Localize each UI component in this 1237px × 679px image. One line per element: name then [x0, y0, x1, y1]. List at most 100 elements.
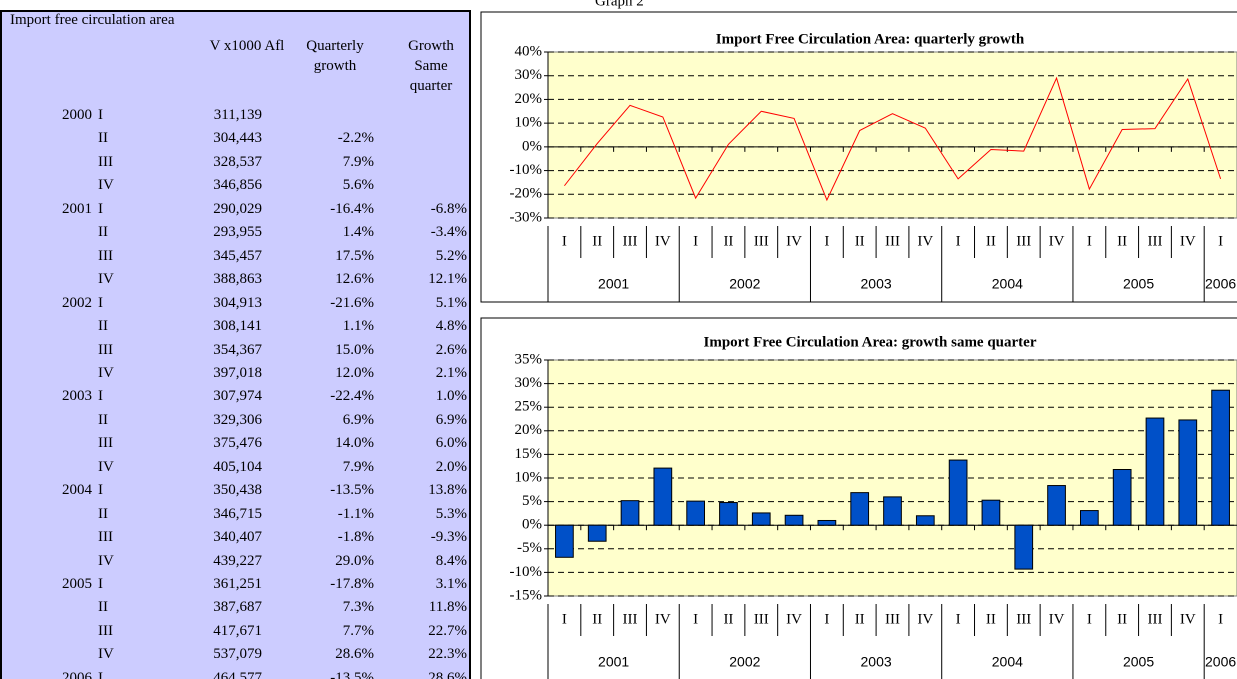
x-tick-label: III: [1147, 611, 1162, 627]
data-table: Import free circulation area V x1000 Afl…: [0, 10, 471, 679]
bar: [1211, 389, 1230, 526]
table-cell: 17.5%: [335, 247, 374, 264]
x-tick-label: III: [1016, 233, 1031, 249]
table-cell: 4.8%: [435, 318, 467, 335]
x-tick-label: III: [885, 611, 900, 627]
table-cell: 2.1%: [435, 364, 467, 381]
bar: [1014, 524, 1034, 570]
table-cell: I: [98, 388, 103, 405]
bar: [915, 515, 935, 526]
table-cell: 304,913: [213, 294, 262, 311]
table-cell: 464,577: [213, 669, 262, 679]
table-cell: I: [98, 576, 103, 592]
table-cell: 2004: [62, 482, 92, 499]
table-cell: 5.1%: [435, 294, 467, 311]
table-cell: 7.9%: [342, 458, 374, 475]
table-cell: II: [98, 318, 108, 335]
x-tick-label: IV: [917, 611, 933, 627]
table-cell: 304,443: [213, 130, 262, 147]
table-cell: II: [98, 505, 108, 522]
table-cell: 22.3%: [428, 646, 467, 663]
table-cell: -13.5%: [330, 669, 374, 679]
y-tick-label: 5%: [522, 493, 542, 509]
table-cell: 308,141: [213, 318, 262, 335]
x-tick-label: III: [754, 233, 769, 249]
bar: [817, 519, 837, 526]
y-tick-label: 25%: [515, 399, 543, 415]
table-cell: 2005: [62, 576, 92, 592]
table-cell: I: [98, 200, 103, 217]
x-tick-label: IV: [1049, 611, 1065, 627]
table-cell: 2.6%: [435, 341, 467, 358]
table-cell: -16.4%: [330, 200, 374, 217]
table-cell: -17.8%: [330, 576, 374, 592]
table-cell: 1.4%: [342, 224, 374, 241]
table-cell: 311,139: [213, 107, 262, 123]
table-cell: IV: [98, 458, 114, 475]
group-label: 2004: [992, 654, 1023, 670]
table-cell: 405,104: [213, 458, 262, 475]
y-tick-label: 30%: [515, 67, 543, 83]
table-cell: 7.7%: [342, 622, 374, 639]
table-cell: 15.0%: [335, 341, 374, 358]
table-cell: 329,306: [213, 411, 262, 428]
table-cell: IV: [98, 364, 114, 381]
table-cell: 388,863: [213, 271, 262, 288]
bar: [587, 524, 607, 542]
table-cell: -3.4%: [430, 224, 467, 241]
table-cell: III: [98, 529, 113, 546]
table-cell: IV: [98, 552, 114, 569]
x-tick-label: III: [623, 611, 638, 627]
y-tick-label: 0%: [522, 138, 542, 154]
x-tick-label: IV: [655, 611, 671, 627]
table-cell: II: [98, 224, 108, 241]
table-cell: 537,079: [213, 646, 262, 663]
bar: [1112, 469, 1132, 526]
x-tick-label: IV: [1180, 233, 1196, 249]
group-label: 2003: [861, 654, 892, 670]
table-cell: 28.6%: [428, 669, 467, 679]
table-cell: 29.0%: [335, 552, 374, 569]
x-tick-label: I: [824, 233, 829, 249]
column-header: V x1000 Afl: [209, 38, 285, 54]
x-tick-label: III: [885, 233, 900, 249]
x-tick-label: II: [986, 611, 996, 627]
table-cell: 350,438: [213, 482, 262, 499]
y-tick-label: 0%: [522, 517, 542, 533]
bar: [686, 500, 706, 526]
table-cell: 12.6%: [335, 271, 374, 288]
table-cell: 7.9%: [342, 153, 374, 170]
table-cell: 1.0%: [435, 388, 467, 405]
table-cell: 11.8%: [428, 599, 467, 616]
table-cell: 293,955: [213, 224, 262, 241]
y-tick-label: 30%: [515, 375, 543, 391]
y-tick-label: 15%: [515, 446, 543, 462]
y-tick-label: 35%: [515, 351, 543, 367]
table-cell: 346,856: [213, 177, 262, 194]
x-tick-label: I: [1087, 611, 1092, 627]
line-series: [564, 76, 1222, 202]
bar: [981, 499, 1001, 526]
x-tick-label: IV: [917, 233, 933, 249]
x-tick-label: II: [723, 611, 733, 627]
table-cell: 2006: [62, 669, 92, 679]
table-cell: 8.4%: [435, 552, 467, 569]
table-cell: 6.0%: [435, 435, 467, 452]
x-tick-label: III: [623, 233, 638, 249]
table-cell: II: [98, 130, 108, 147]
x-tick-label: I: [562, 233, 567, 249]
bar: [620, 500, 640, 526]
table-cell: 387,687: [213, 599, 262, 616]
x-tick-label: II: [1117, 233, 1127, 249]
bar: [948, 459, 968, 526]
x-tick-label: II: [986, 233, 996, 249]
bar: [653, 467, 673, 526]
group-label: 2001: [598, 276, 629, 292]
table-cell: 290,029: [213, 200, 262, 217]
table-cell: -13.5%: [330, 482, 374, 499]
table-cell: 7.3%: [342, 599, 374, 616]
bar: [784, 514, 804, 526]
table-cell: -6.8%: [430, 200, 467, 217]
x-tick-label: I: [1218, 233, 1223, 249]
